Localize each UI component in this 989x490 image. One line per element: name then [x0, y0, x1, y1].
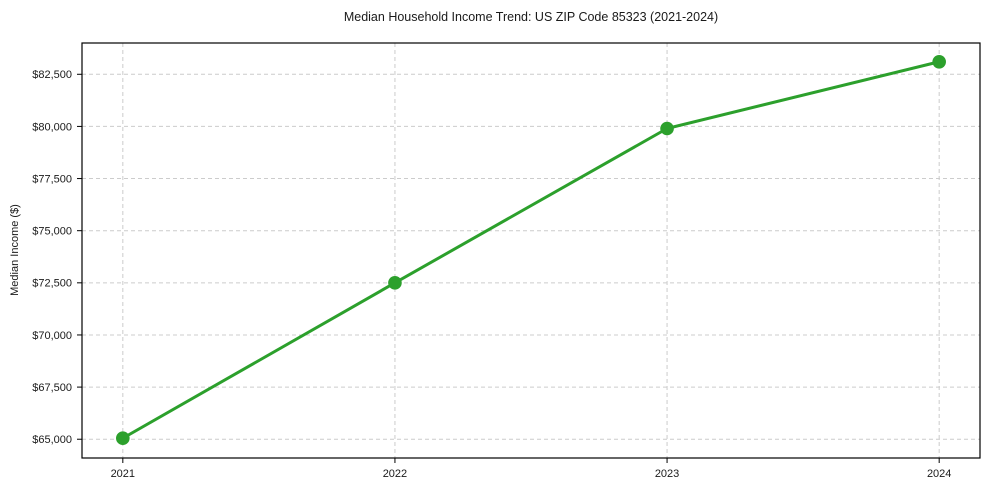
y-tick-label: $80,000 — [32, 121, 72, 133]
trend-line — [121, 60, 941, 440]
data-point-2022 — [388, 276, 402, 290]
y-tick-label: $70,000 — [32, 330, 72, 342]
y-tick-label: $65,000 — [32, 434, 72, 446]
data-point-2024 — [932, 54, 946, 69]
x-tick-label: 2021 — [111, 468, 135, 480]
data-point-2021 — [116, 431, 130, 445]
y-tick-label: $77,500 — [32, 173, 72, 185]
data-point-2023 — [660, 121, 674, 136]
x-tick-label: 2022 — [383, 468, 407, 480]
y-tick-label: $82,500 — [32, 69, 72, 81]
x-tick-label: 2024 — [927, 468, 951, 480]
chart-title: Median Household Income Trend: US ZIP Co… — [343, 10, 719, 24]
y-tick-label: $75,000 — [32, 226, 72, 238]
x-tick-label: 2023 — [655, 468, 679, 480]
axis-frame — [81, 42, 981, 459]
y-tick-label: $72,500 — [32, 278, 72, 290]
y-tick-label: $67,500 — [32, 382, 72, 394]
